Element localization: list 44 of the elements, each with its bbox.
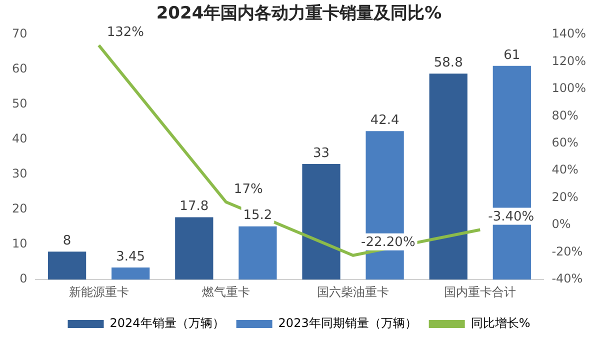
y2-tick-label: -20% (552, 244, 583, 258)
y-tick-label: 50 (12, 96, 28, 111)
x-tick-label: 燃气重卡 (202, 284, 250, 299)
x-tick-label: 国六柴油重卡 (317, 284, 390, 299)
y-tick-label: 70 (12, 26, 28, 41)
y2-tick-label: 40% (552, 162, 578, 177)
y-tick-label: 20 (12, 202, 28, 216)
y2-tick-label: 120% (552, 54, 586, 68)
data-label: 61 (504, 48, 520, 63)
y-tick-label: 0 (20, 272, 28, 286)
x-tick-label: 新能源重卡 (68, 284, 129, 299)
y-tick-label: 30 (12, 166, 28, 181)
data-label: 58.8 (434, 56, 463, 71)
bar (302, 164, 340, 280)
y2-tick-label: 0% (552, 217, 571, 232)
x-tick-label: 国内重卡合计 (444, 284, 516, 299)
data-label: -22.20% (361, 235, 416, 250)
y-tick-label: 40 (12, 132, 28, 146)
bar (429, 74, 468, 280)
y2-tick-label: 60% (552, 136, 578, 150)
legend-label: 2024年销量（万辆） (110, 316, 224, 330)
data-label: 3.45 (116, 249, 146, 264)
chart-title: 2024年国内各动力重卡销量及同比% (156, 4, 442, 24)
data-label: 17% (234, 182, 263, 197)
data-label: 17.8 (180, 199, 209, 214)
y2-tick-label: -40% (552, 272, 583, 286)
bar (112, 268, 150, 280)
data-label: -3.40% (488, 210, 534, 225)
data-label: 132% (106, 25, 144, 40)
legend-label: 2023年同期销量（万辆） (278, 316, 417, 330)
legend-label: 同比增长% (470, 316, 530, 330)
y-tick-label: 60 (12, 62, 28, 76)
data-label: 33 (312, 146, 330, 161)
bar (48, 252, 86, 280)
y2-tick-label: 100% (552, 81, 586, 96)
y2-tick-label: 20% (552, 190, 578, 204)
y-tick-label: 10 (12, 236, 28, 251)
data-label: 42.4 (370, 112, 400, 128)
data-label: 15.2 (243, 208, 272, 224)
bar (175, 217, 214, 280)
y2-tick-label: 140% (552, 26, 586, 41)
data-label: 8 (62, 233, 72, 248)
y2-tick-label: 80% (552, 108, 578, 122)
bar (238, 226, 277, 280)
